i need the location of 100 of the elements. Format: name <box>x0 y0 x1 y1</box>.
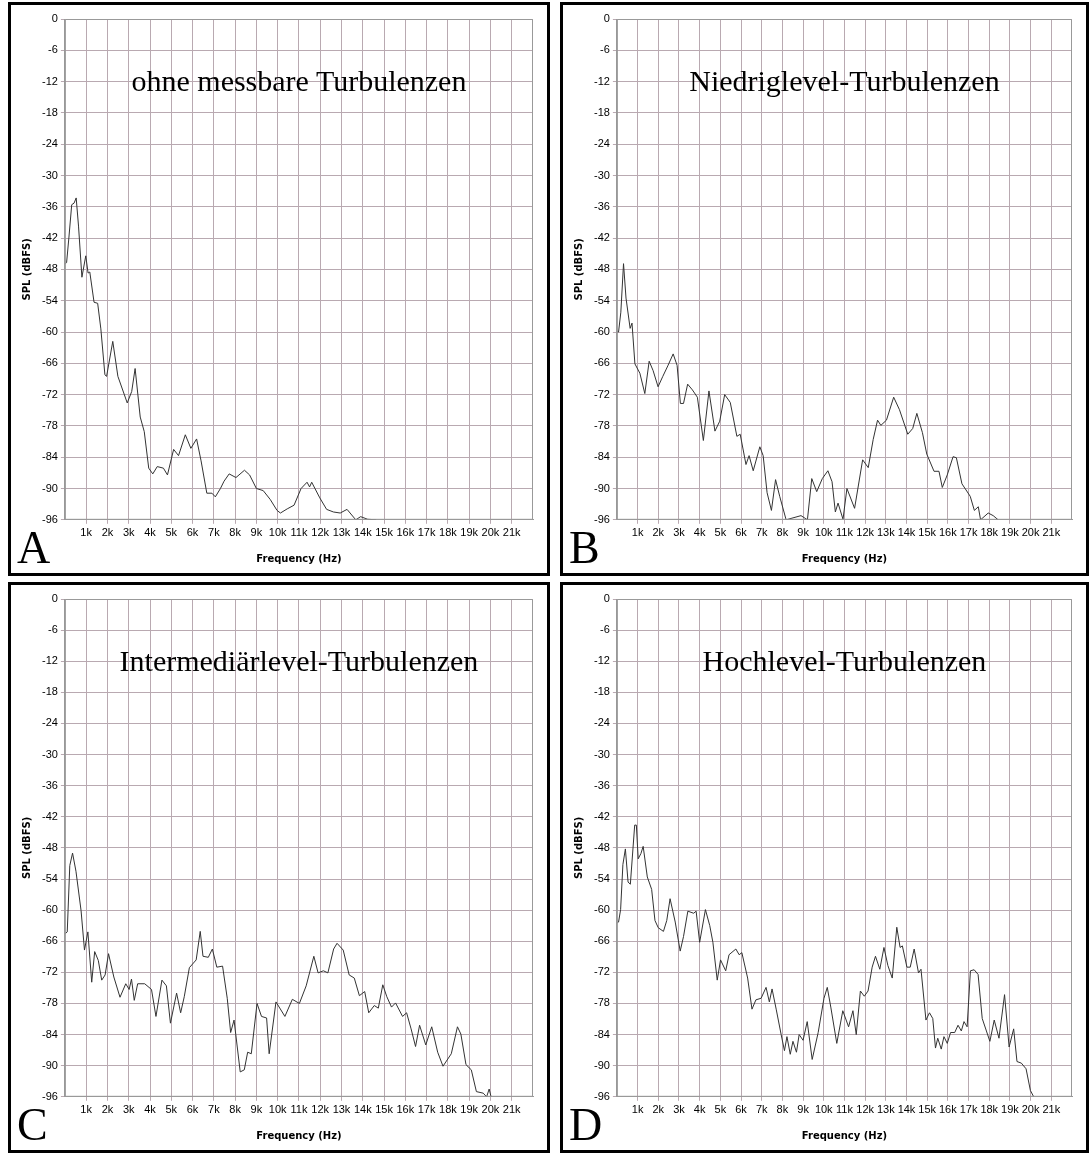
text: A <box>17 522 51 573</box>
y-tick-label: -96 <box>41 1089 58 1102</box>
y-tick-label: -54 <box>41 872 58 885</box>
y-tick-label: -78 <box>41 418 58 431</box>
x-tick-label: 21k <box>1042 526 1061 539</box>
y-tick-label: -54 <box>593 293 610 306</box>
y-tick-label: -12 <box>41 74 58 87</box>
x-tick-label: 12k <box>856 526 875 539</box>
x-tick-label: 5k <box>165 526 178 539</box>
text: Intermediärlevel-Turbulenzen <box>119 644 479 677</box>
x-tick-label: 6k <box>186 1103 199 1116</box>
y-tick-label: -42 <box>41 809 58 822</box>
y-tick-label: -90 <box>41 1058 58 1071</box>
y-tick-label: -24 <box>41 137 58 150</box>
y-tick-label: -36 <box>41 199 58 212</box>
x-tick-label: 5k <box>714 1103 727 1116</box>
y-axis-title: SPL (dBFS) <box>572 238 584 301</box>
y-tick-label: 0 <box>603 12 610 25</box>
y-tick-label: -60 <box>41 903 58 916</box>
y-tick-label: -12 <box>593 74 610 87</box>
x-tick-label: 4k <box>693 1103 706 1116</box>
y-tick-label: -42 <box>41 231 58 244</box>
y-tick-label: -84 <box>41 1027 58 1040</box>
x-tick-label: 5k <box>714 526 727 539</box>
y-tick-label: -96 <box>41 512 58 525</box>
y-tick-label: -6 <box>48 623 58 636</box>
x-tick-label: 18k <box>980 526 999 539</box>
x-tick-label: 7k <box>208 526 221 539</box>
x-tick-label: 20k <box>1021 1103 1040 1116</box>
x-tick-label: 14k <box>353 526 373 539</box>
x-tick-label: 14k <box>897 1103 916 1116</box>
y-tick-label: -42 <box>593 231 610 244</box>
x-tick-label: 1k <box>80 526 93 539</box>
y-tick-label: -72 <box>41 387 58 400</box>
x-tick-label: 14k <box>897 526 916 539</box>
y-axis-title: SPL (dBFS) <box>20 238 32 301</box>
x-tick-label: 17k <box>417 1103 436 1116</box>
y-tick-label: -24 <box>41 716 58 729</box>
x-tick-label: 21k <box>1042 1103 1061 1116</box>
y-tick-label: -12 <box>41 654 58 667</box>
x-tick-label: 9k <box>797 1103 810 1116</box>
x-tick-label: 20k <box>481 1103 500 1116</box>
y-tick-label: -60 <box>593 903 610 916</box>
y-tick-label: -30 <box>41 747 58 760</box>
y-tick-label: -30 <box>41 168 58 181</box>
y-tick-label: -78 <box>593 418 610 431</box>
y-tick-label: -72 <box>593 387 610 400</box>
y-tick-label: -30 <box>593 747 610 760</box>
y-tick-label: -6 <box>48 43 58 56</box>
y-tick-label: -78 <box>41 996 58 1009</box>
y-tick-label: -84 <box>593 1027 610 1040</box>
text: ohne messbare Turbulenzen <box>131 64 467 97</box>
x-tick-label: 13k <box>876 1103 896 1116</box>
y-tick-label: -48 <box>41 262 58 275</box>
text: Hochlevel-Turbulenzen <box>702 644 987 677</box>
y-tick-label: -96 <box>593 512 610 525</box>
y-tick-label: -48 <box>593 262 610 275</box>
y-tick-label: -72 <box>41 965 58 978</box>
y-tick-label: -30 <box>593 168 610 181</box>
x-tick-label: 2k <box>652 1103 665 1116</box>
y-tick-label: -18 <box>41 105 58 118</box>
x-tick-label: 6k <box>186 526 199 539</box>
y-axis-title: SPL (dBFS) <box>572 816 584 880</box>
y-tick-label: -72 <box>593 965 610 978</box>
x-tick-label: 14k <box>353 1103 373 1116</box>
y-tick-label: -66 <box>593 934 610 947</box>
x-tick-label: 10k <box>268 1103 288 1116</box>
y-tick-label: -18 <box>593 105 610 118</box>
x-tick-label: 19k <box>460 1103 479 1116</box>
x-axis-title: Frequency (Hz) <box>256 552 342 564</box>
y-tick-label: 0 <box>603 592 610 605</box>
y-tick-label: -66 <box>41 934 58 947</box>
y-tick-label: -24 <box>593 716 610 729</box>
x-tick-label: 2k <box>101 526 114 539</box>
y-axis-title: SPL (dBFS) <box>20 816 32 880</box>
x-tick-label: 17k <box>417 526 436 539</box>
y-tick-label: -84 <box>41 450 58 463</box>
x-axis-title: Frequency (Hz) <box>801 552 888 564</box>
y-tick-label: -60 <box>41 325 58 338</box>
x-tick-label: 17k <box>959 1103 978 1116</box>
x-tick-label: 16k <box>939 1103 958 1116</box>
y-tick-label: -48 <box>593 840 610 853</box>
x-tick-label: 1k <box>631 526 644 539</box>
x-tick-label: 18k <box>439 1103 458 1116</box>
y-tick-label: -96 <box>593 1089 610 1102</box>
x-tick-label: 21k <box>502 1103 522 1116</box>
y-tick-label: -66 <box>593 356 610 369</box>
x-tick-label: 17k <box>959 526 978 539</box>
x-tick-label: 5k <box>165 1103 178 1116</box>
x-tick-label: 19k <box>1001 1103 1020 1116</box>
x-tick-label: 15k <box>918 1103 937 1116</box>
y-tick-label: -6 <box>600 43 610 56</box>
x-tick-label: 4k <box>144 526 157 539</box>
x-tick-label: 8k <box>776 526 789 539</box>
x-tick-label: 9k <box>250 1103 263 1116</box>
x-tick-label: 8k <box>229 526 242 539</box>
x-tick-label: 12k <box>856 1103 875 1116</box>
x-tick-label: 18k <box>439 526 458 539</box>
y-tick-label: -6 <box>600 623 610 636</box>
x-tick-label: 19k <box>1001 526 1020 539</box>
